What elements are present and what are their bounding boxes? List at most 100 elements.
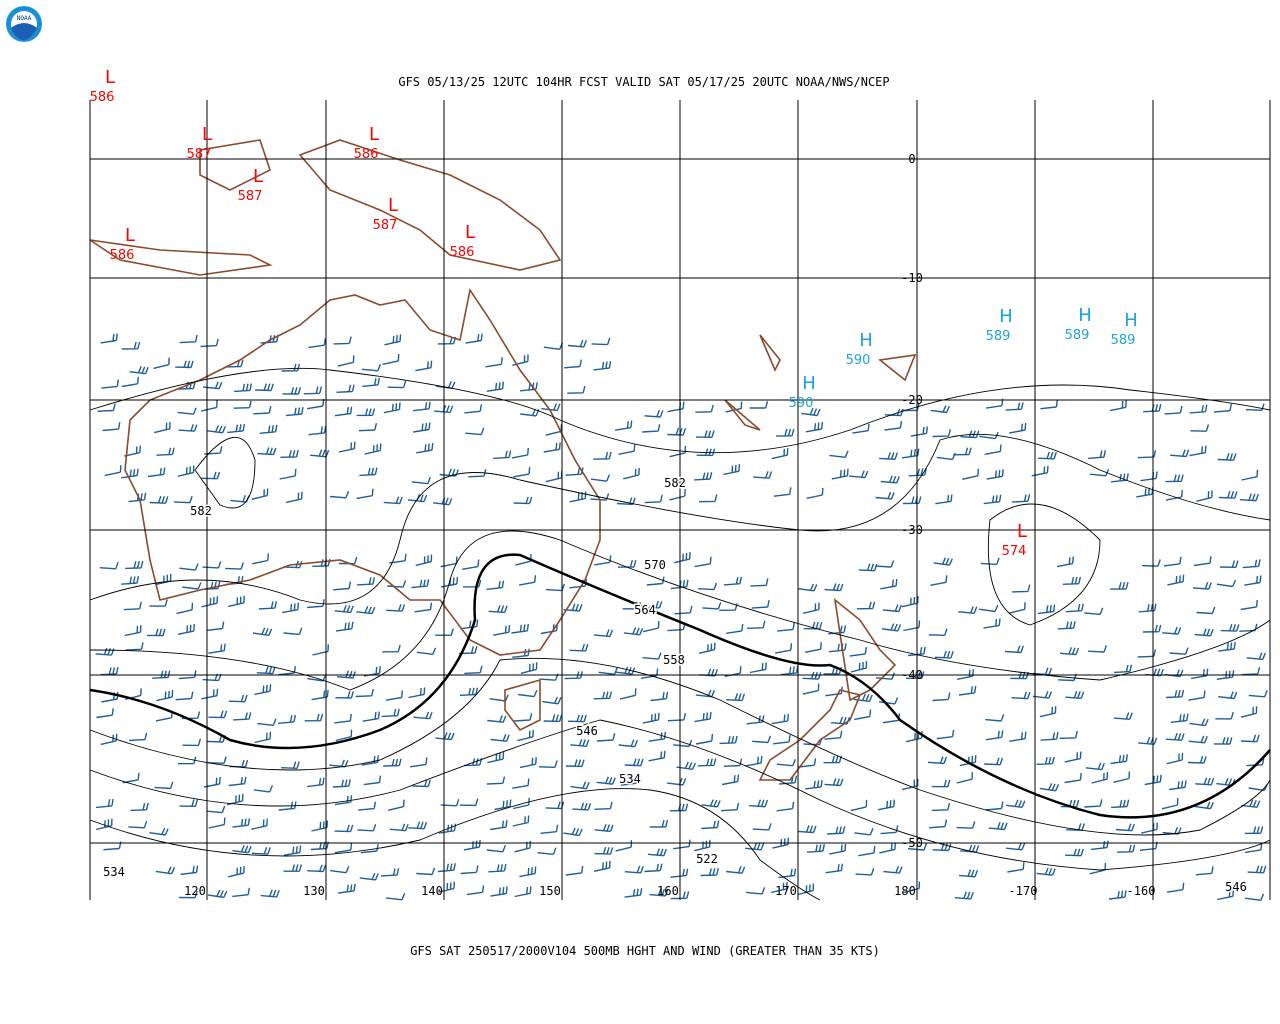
- wind-barb: [624, 888, 643, 898]
- wind-barb: [1109, 400, 1127, 412]
- wind-barb: [416, 867, 436, 876]
- center-value: 574: [1002, 544, 1027, 559]
- wind-barb: [335, 690, 355, 699]
- wind-barb: [1248, 689, 1268, 698]
- wind-barb: [387, 380, 407, 389]
- wind-barb: [337, 355, 355, 367]
- wind-barb: [251, 818, 268, 830]
- wind-barb: [670, 891, 690, 900]
- wind-barb: [750, 578, 769, 587]
- wind-barb: [642, 424, 661, 433]
- wind-barb: [389, 823, 409, 832]
- wind-barb: [514, 713, 533, 722]
- wind-barb: [155, 866, 176, 875]
- wind-barb: [100, 333, 118, 344]
- wind-barb: [179, 334, 198, 344]
- center-value: 589: [1111, 333, 1136, 348]
- wind-barb: [435, 628, 454, 636]
- wind-barb: [1004, 645, 1024, 654]
- wind-barb: [225, 562, 244, 570]
- wind-barb: [1191, 668, 1209, 680]
- wind-barb: [773, 734, 791, 745]
- wind-barb: [253, 785, 274, 793]
- wind-barb: [670, 579, 689, 590]
- wind-barb: [543, 342, 564, 350]
- center-symbol: L: [1017, 521, 1027, 542]
- wind-barb: [542, 696, 562, 705]
- wind-barb: [332, 779, 351, 788]
- wind-barb: [1038, 451, 1057, 460]
- wind-barb: [568, 714, 587, 723]
- wind-barb: [803, 602, 820, 614]
- contour-label: 570: [644, 558, 666, 572]
- wind-barb: [258, 601, 278, 610]
- wind-barb: [282, 387, 302, 395]
- wind-barb: [385, 690, 404, 701]
- wind-barb: [1218, 691, 1238, 700]
- wind-barb: [958, 685, 977, 696]
- center-value: 587: [187, 147, 212, 162]
- wind-barb: [355, 688, 374, 698]
- wind-barb: [201, 688, 219, 700]
- wind-barb: [232, 887, 250, 898]
- wind-barb: [334, 842, 353, 854]
- wind-barb: [932, 843, 952, 852]
- center-symbol: L: [202, 124, 212, 145]
- wind-barb: [701, 799, 721, 808]
- wind-barb: [749, 401, 769, 409]
- lat-label: 0: [908, 152, 915, 166]
- wind-barb: [936, 729, 955, 740]
- wind-barb: [312, 644, 329, 656]
- wind-barb: [179, 890, 198, 899]
- wind-barb: [700, 868, 719, 877]
- wind-barb: [934, 650, 954, 659]
- wind-barb: [901, 778, 919, 791]
- wind-barb: [720, 802, 740, 812]
- wind-barb: [175, 360, 194, 369]
- center-symbol: L: [253, 166, 263, 187]
- wind-barb: [1142, 559, 1161, 567]
- coastlines: [89, 139, 917, 781]
- wind-barb: [773, 487, 792, 497]
- wind-barb: [1140, 471, 1158, 482]
- wind-barb: [334, 713, 352, 724]
- wind-barb: [594, 801, 613, 810]
- wind-barb: [1085, 762, 1105, 771]
- wind-barb: [1040, 399, 1059, 410]
- wind-barb: [694, 839, 711, 852]
- wind-barb: [745, 756, 763, 767]
- wind-barb: [695, 733, 714, 745]
- wind-barb: [1011, 691, 1031, 700]
- wind-barb: [307, 777, 325, 788]
- wind-barb: [856, 601, 876, 610]
- wind-barb: [543, 714, 563, 723]
- wind-barb: [1214, 403, 1232, 413]
- wind-barb: [333, 336, 352, 345]
- wind-barb: [1064, 773, 1082, 784]
- wind-barb: [410, 757, 428, 768]
- wind-barb: [101, 379, 120, 389]
- wind-barb: [201, 471, 221, 480]
- wind-barb: [1216, 579, 1237, 588]
- wind-barb: [200, 338, 219, 348]
- wind-barb: [361, 755, 379, 766]
- wind-barb: [202, 581, 221, 590]
- wind-barb: [386, 893, 406, 901]
- contour-label: 546: [576, 724, 598, 738]
- contour-label: 546: [1225, 880, 1247, 894]
- wind-barb: [201, 400, 218, 412]
- wind-barb: [253, 406, 272, 415]
- contour-label: 534: [619, 772, 641, 786]
- wind-barb: [517, 729, 534, 742]
- wind-barb: [412, 779, 431, 788]
- wind-barb: [203, 776, 221, 788]
- wind-barb: [1194, 628, 1214, 637]
- center-symbol: L: [369, 124, 379, 145]
- wind-barb: [880, 825, 899, 835]
- wind-barb: [206, 621, 225, 632]
- wind-barb: [1242, 559, 1261, 569]
- wind-barb: [676, 761, 696, 770]
- wind-barb: [335, 729, 353, 742]
- wind-barb: [207, 889, 228, 899]
- center-symbol: L: [105, 67, 115, 88]
